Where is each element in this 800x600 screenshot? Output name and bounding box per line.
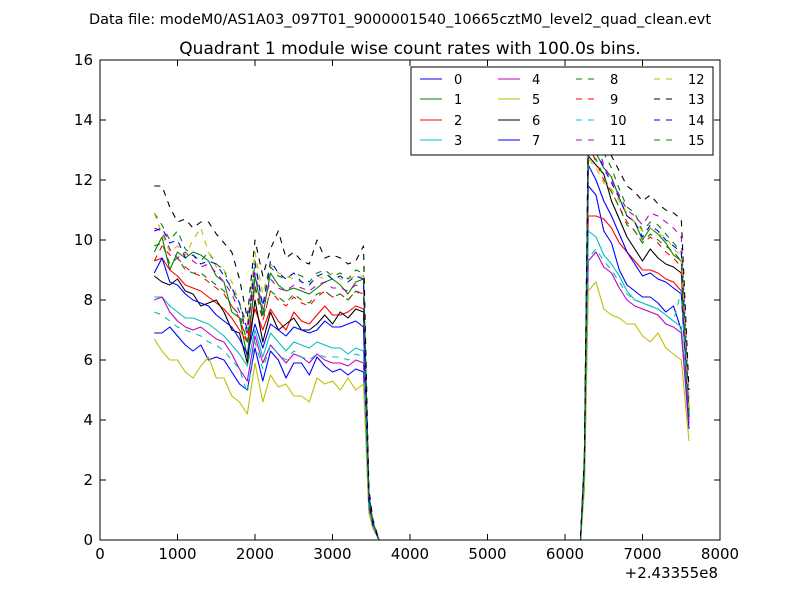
series-line-6 (153, 155, 690, 541)
series-line-10 (154, 248, 690, 541)
legend-box (410, 66, 714, 156)
y-tick-label: 4 (83, 411, 93, 429)
legend-label: 6 (532, 114, 540, 129)
series-line-5 (153, 281, 690, 541)
series-line-4 (154, 251, 690, 541)
y-tick-label: 0 (83, 531, 93, 549)
y-tick-label: 16 (74, 51, 93, 69)
legend-label: 2 (454, 114, 462, 129)
legend-label: 12 (688, 73, 705, 88)
y-tick-label: 12 (74, 171, 93, 189)
x-tick-label: 5000 (468, 545, 506, 563)
series-line-13 (154, 107, 690, 541)
x-offset-label: +2.43355e8 (625, 564, 718, 582)
legend-label: 14 (688, 114, 705, 129)
series-line-8 (153, 125, 690, 541)
y-tick-label: 2 (83, 471, 93, 489)
legend-label: 10 (610, 114, 627, 129)
x-tick-label: 0 (95, 545, 105, 563)
legend-label: 13 (688, 93, 705, 108)
x-tick-label: 3000 (313, 545, 351, 563)
x-tick-label: 4000 (391, 545, 429, 563)
x-tick-label: 2000 (236, 545, 274, 563)
x-tick-label: 6000 (546, 545, 584, 563)
axis-tick-labels: 0 1000 2000 3000 4000 5000 6000 7000 80000246810… (74, 51, 739, 563)
chart-title: Quadrant 1 module wise count rates with … (179, 39, 640, 59)
y-tick-label: 8 (83, 291, 93, 309)
legend-label: 8 (610, 73, 618, 88)
y-tick-label: 10 (74, 231, 93, 249)
plot-frame (99, 59, 721, 541)
series-line-9 (153, 143, 690, 541)
legend-label: 9 (610, 93, 618, 108)
y-tick-label: 6 (83, 351, 93, 369)
legend-label: 1 (454, 93, 462, 108)
legend-label: 5 (532, 93, 540, 108)
legend-label: 7 (532, 134, 540, 149)
series-line-3 (154, 230, 690, 541)
legend-label: 15 (688, 134, 705, 149)
legend-label: 4 (532, 73, 540, 88)
x-tick-label: 7000 (623, 545, 661, 563)
legend-label: 3 (454, 134, 462, 149)
series-line-11 (154, 140, 690, 541)
figure-suptitle: Data file: modeM0/AS1A03_097T01_90000015… (89, 12, 711, 28)
plot-lines (153, 107, 690, 541)
series-line-0 (154, 185, 690, 541)
x-tick-label: 1000 (158, 545, 196, 563)
series-line-14 (154, 143, 690, 541)
series-line-7 (153, 164, 690, 541)
legend-label: 11 (610, 134, 627, 149)
x-tick-label: 8000 (701, 545, 739, 563)
series-line-15 (154, 152, 690, 541)
y-tick-label: 14 (74, 111, 93, 129)
legend-label: 0 (454, 73, 462, 88)
